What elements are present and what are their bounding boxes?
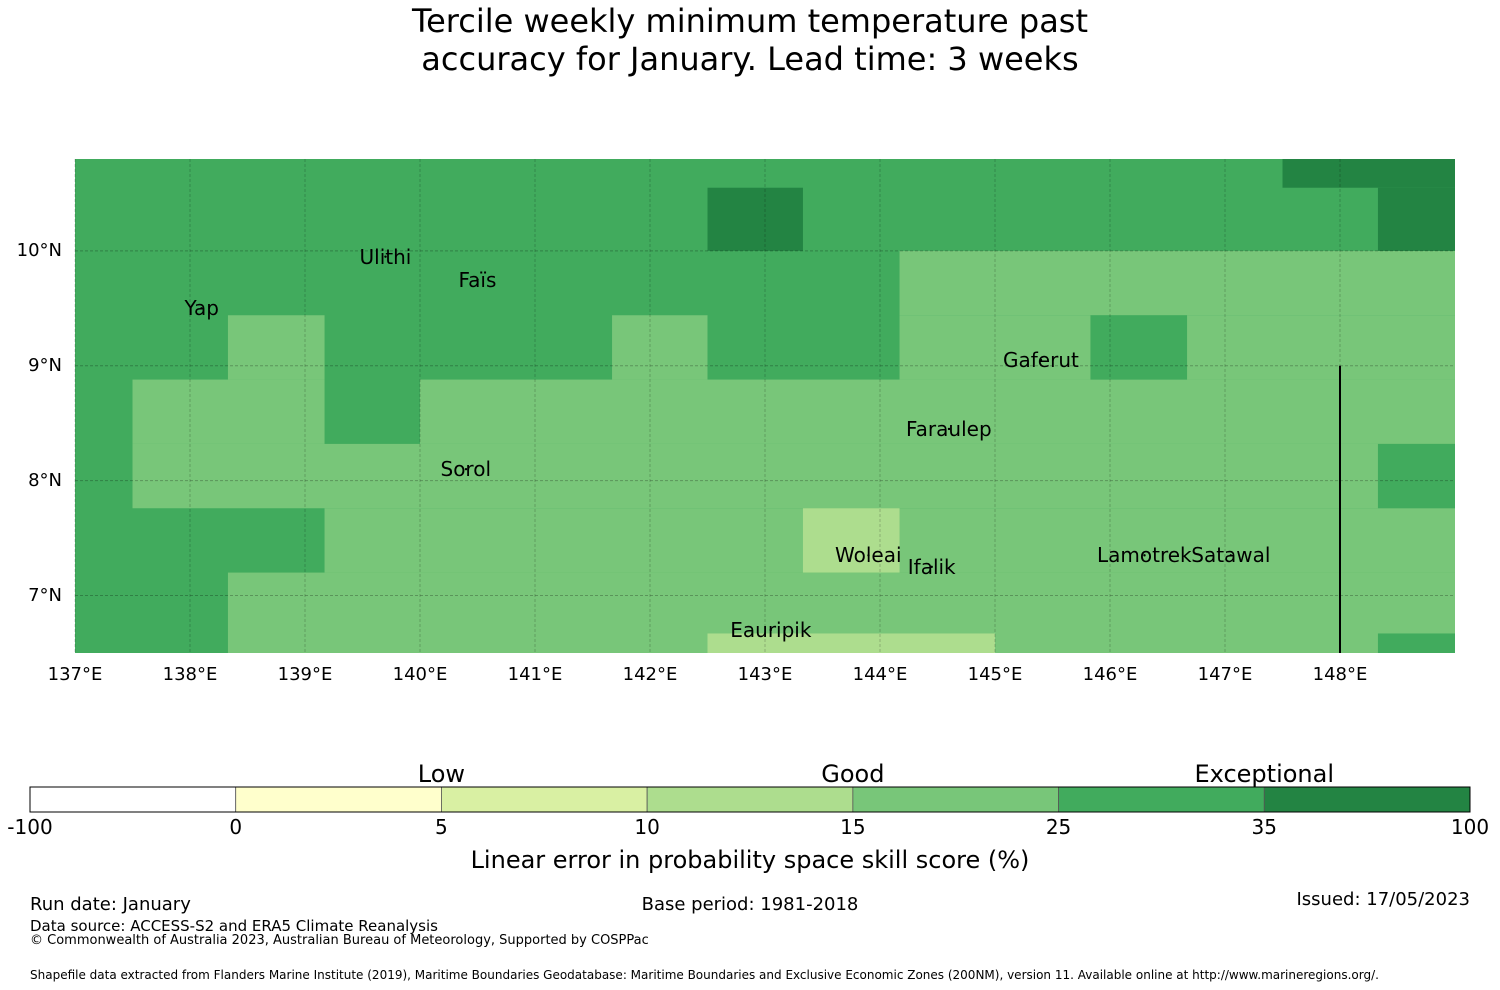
skill-cell-4 bbox=[132, 379, 325, 444]
place-label-faraulep: Faraulep bbox=[906, 416, 992, 441]
skill-cell-11 bbox=[1377, 443, 1455, 509]
issued-date: Issued: 17/05/2023 bbox=[1296, 889, 1470, 910]
skill-cell-9 bbox=[899, 250, 1455, 316]
skill-cell-13 bbox=[802, 508, 900, 573]
title-line-1: Tercile weekly minimum temperature past bbox=[411, 2, 1089, 40]
colorbar-segment-1 bbox=[235, 786, 442, 813]
colorbar-tick-label: -100 bbox=[7, 815, 53, 839]
colorbar-segment-6 bbox=[1263, 786, 1471, 813]
skill-cell-14 bbox=[707, 633, 995, 653]
colorbar-category-low: Low bbox=[417, 760, 466, 788]
lon-tick-label: 145°E bbox=[967, 664, 1023, 685]
title-line-2: accuracy for January. Lead time: 3 weeks bbox=[421, 40, 1079, 78]
colorbar-category-exceptional: Exceptional bbox=[1194, 760, 1335, 788]
colorbar-tick-label: 5 bbox=[435, 815, 448, 839]
copyright: © Commonwealth of Australia 2023, Austra… bbox=[30, 933, 649, 948]
lon-tick-label: 139°E bbox=[277, 664, 333, 685]
island-marker-eauripik bbox=[769, 628, 772, 632]
skill-cell-7 bbox=[612, 315, 708, 380]
colorbar-tick-label: 100 bbox=[1450, 815, 1490, 839]
island-markers bbox=[200, 255, 1232, 632]
lat-tick-label: 9°N bbox=[28, 354, 62, 376]
island-marker-ulithi bbox=[384, 255, 387, 258]
colorbar-title: Linear error in probability space skill … bbox=[470, 846, 1030, 874]
skill-cell-10 bbox=[1090, 315, 1188, 380]
lat-tick-label: 10°N bbox=[16, 239, 62, 261]
island-marker-ifalik bbox=[930, 565, 933, 569]
colorbar-segment-4 bbox=[852, 786, 1059, 813]
colorbar-segment-3 bbox=[646, 786, 854, 813]
lon-tick-label: 146°E bbox=[1082, 664, 1138, 685]
colorbar-tick-label: 35 bbox=[1251, 815, 1277, 839]
colorbar-category-good: Good bbox=[821, 760, 885, 788]
island-marker-woleai bbox=[867, 554, 870, 557]
place-label-satawal: Satawal bbox=[1191, 543, 1271, 568]
lat-tick-label: 7°N bbox=[28, 584, 62, 606]
island-marker-faraulep bbox=[947, 427, 951, 431]
lon-tick-label: 138°E bbox=[162, 664, 218, 685]
skill-cell-6 bbox=[227, 315, 325, 380]
place-label-eauripik: Eauripik bbox=[730, 618, 812, 643]
place-label-faïs: Faïs bbox=[458, 267, 497, 292]
place-label-lamotrek: Lamotrek bbox=[1097, 543, 1192, 568]
place-label-ifalik: Ifalik bbox=[907, 554, 956, 579]
island-marker-faïs bbox=[476, 278, 479, 281]
skill-cell-15 bbox=[707, 187, 803, 251]
island-marker-lamotrek bbox=[1143, 554, 1146, 557]
lat-tick-label: 8°N bbox=[28, 469, 62, 491]
colorbar-segment-5 bbox=[1058, 786, 1265, 813]
graticule bbox=[74, 159, 1455, 653]
island-marker-gaferut bbox=[1039, 358, 1043, 362]
lon-tick-label: 147°E bbox=[1197, 664, 1253, 685]
colorbar-tick-label: 25 bbox=[1045, 815, 1072, 839]
island-marker-satawal bbox=[1229, 554, 1232, 557]
data-source: Data source: ACCESS-S2 and ERA5 Climate … bbox=[30, 917, 438, 935]
skill-cell-12 bbox=[1377, 633, 1455, 653]
island-marker-yap bbox=[200, 307, 203, 310]
skill-cells bbox=[75, 159, 1456, 653]
place-label-sorol: Sorol bbox=[440, 457, 492, 482]
colorbar-tick-label: 15 bbox=[840, 815, 866, 839]
lon-tick-label: 144°E bbox=[852, 664, 908, 685]
lon-tick-label: 141°E bbox=[507, 664, 563, 685]
lon-tick-label: 148°E bbox=[1312, 664, 1368, 685]
island-marker-sorol bbox=[464, 467, 468, 471]
place-label-gaferut: Gaferut bbox=[1003, 348, 1079, 373]
skill-cell-5 bbox=[420, 379, 1455, 444]
colorbar-segment-0 bbox=[29, 786, 237, 813]
colorbar-tick-label: 10 bbox=[634, 815, 660, 839]
place-label-yap: Yap bbox=[184, 296, 219, 321]
lon-tick-label: 140°E bbox=[392, 664, 448, 685]
lon-tick-label: 142°E bbox=[622, 664, 678, 685]
lon-tick-label: 137°E bbox=[47, 664, 103, 685]
base-period: Base period: 1981-2018 bbox=[641, 894, 859, 915]
place-label-woleai: Woleai bbox=[835, 543, 902, 568]
colorbar-segment-2 bbox=[441, 786, 648, 813]
place-label-ulithi: Ulithi bbox=[359, 244, 412, 269]
chart-title: Tercile weekly minimum temperature past … bbox=[0, 2, 1500, 78]
lon-tick-label: 143°E bbox=[737, 664, 793, 685]
shapefile-credit: Shapefile data extracted from Flanders M… bbox=[30, 968, 1379, 982]
run-date: Run date: January bbox=[30, 894, 191, 915]
skill-cell-16 bbox=[1282, 159, 1455, 188]
skill-cell-17 bbox=[1377, 187, 1455, 251]
colorbar-tick-label: 0 bbox=[229, 815, 243, 839]
skill-cell-3 bbox=[132, 443, 1455, 509]
colorbar-outline bbox=[29, 786, 1471, 813]
colorbar bbox=[29, 786, 1471, 813]
